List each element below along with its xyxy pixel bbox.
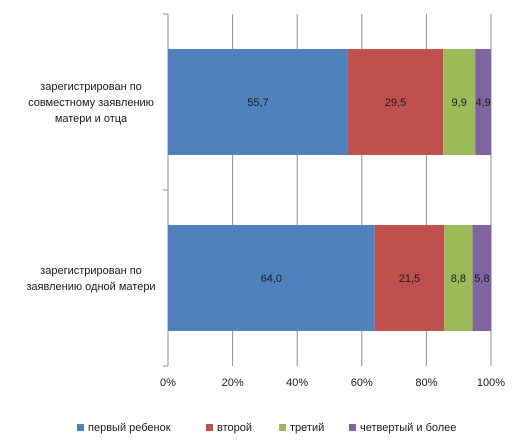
bar-segment-1-0 [168, 225, 375, 331]
bar-segment-1-2 [444, 225, 473, 331]
data-label-1-2: 8,8 [451, 273, 466, 285]
legend-swatch-3 [349, 424, 356, 431]
data-label-1-3: 5,8 [474, 273, 489, 285]
legend-swatch-2 [279, 424, 286, 431]
x-tick-label-4: 80% [415, 377, 437, 389]
legend-label-1: второй [217, 422, 252, 434]
data-label-1-0: 64,0 [261, 273, 282, 285]
category-label-0-line-1: совместному заявлению [28, 97, 154, 109]
legend-label-2: третий [290, 422, 324, 434]
x-tick-label-5: 100% [477, 377, 505, 389]
x-tick-label-2: 40% [286, 377, 308, 389]
data-label-0-1: 29,5 [385, 97, 406, 109]
bar-segment-0-3 [475, 49, 491, 155]
category-label-0-line-0: зарегистрирован по [40, 81, 142, 93]
bar-segment-0-2 [443, 49, 476, 155]
category-label-0-line-2: матери и отца [55, 113, 128, 125]
x-tick-label-0: 0% [160, 377, 176, 389]
bar-segment-0-0 [168, 49, 348, 155]
bar-segment-1-3 [472, 225, 492, 331]
bar-segment-0-1 [347, 49, 444, 155]
legend-label-0: первый ребенок [88, 422, 171, 434]
category-label-1-line-1: заявлению одной матери [26, 281, 155, 293]
data-label-0-0: 55,7 [247, 97, 268, 109]
x-tick-label-3: 60% [351, 377, 373, 389]
x-tick-label-1: 20% [222, 377, 244, 389]
legend-label-3: четвертый и более [360, 422, 456, 434]
bar-segment-1-1 [374, 225, 445, 331]
data-label-0-3: 4,9 [475, 97, 490, 109]
legend-swatch-0 [77, 424, 84, 431]
data-label-0-2: 9,9 [452, 97, 467, 109]
data-label-1-1: 21,5 [399, 273, 420, 285]
category-label-1-line-0: зарегистрирован по [40, 265, 142, 277]
legend-swatch-1 [206, 424, 213, 431]
